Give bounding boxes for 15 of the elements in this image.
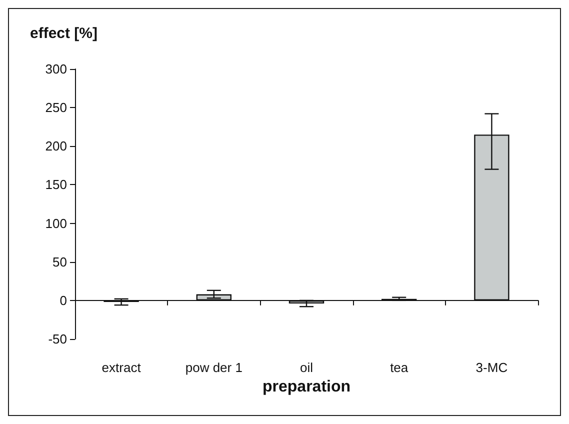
y-tick-label: -50 — [48, 332, 67, 346]
y-tick-label: 300 — [45, 62, 67, 76]
y-tick-label: 50 — [52, 254, 67, 270]
y-tick-label: 0 — [60, 292, 67, 308]
x-axis-title: preparation — [262, 378, 351, 396]
y-tick-label: 100 — [45, 216, 67, 231]
x-tick-label: 3-MC — [476, 360, 508, 375]
y-tick-label: 200 — [45, 138, 67, 154]
x-tick-label: extract — [102, 360, 142, 375]
x-tick-label: oil — [300, 360, 314, 375]
x-tick-label: pow der 1 — [185, 360, 242, 375]
x-tick-label: tea — [390, 360, 409, 375]
y-tick-label: 250 — [45, 100, 67, 116]
y-tick-label: 150 — [45, 177, 67, 192]
y-axis-title: effect [%] — [30, 25, 98, 42]
